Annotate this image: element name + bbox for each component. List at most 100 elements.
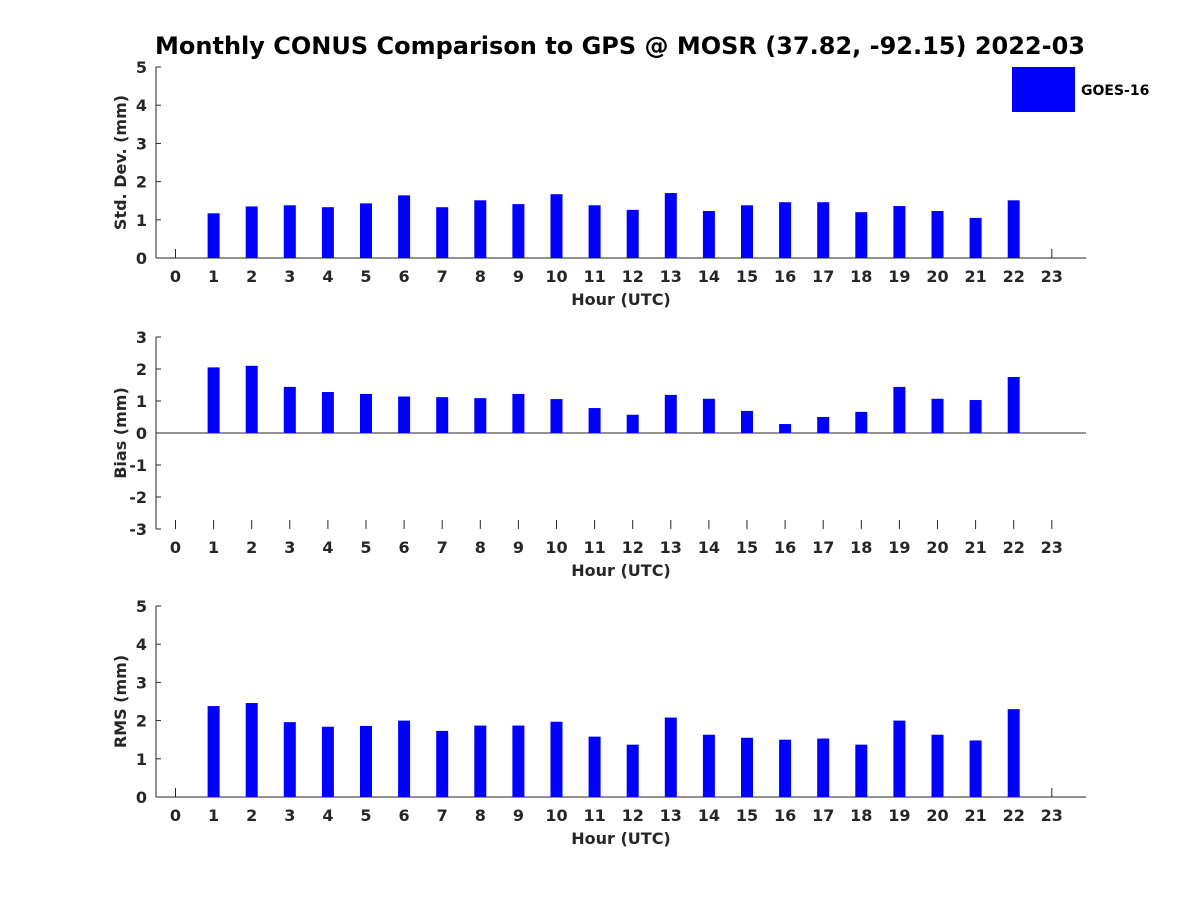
y-tick-label: -1: [129, 456, 147, 475]
legend-label: GOES-16: [1081, 83, 1149, 99]
x-tick-label: 11: [583, 806, 605, 825]
y-tick-label: 4: [136, 96, 147, 115]
bar-hour-3: [283, 386, 296, 433]
x-tick-label: 22: [1003, 267, 1025, 286]
x-tick-label: 14: [698, 538, 720, 557]
bar-hour-18: [855, 212, 868, 258]
x-tick-label: 15: [736, 267, 758, 286]
bar-hour-14: [702, 734, 715, 797]
x-tick-label: 8: [475, 267, 486, 286]
bar-hour-7: [436, 207, 449, 258]
y-tick-label: 3: [136, 328, 147, 347]
x-tick-label: 0: [170, 538, 181, 557]
y-tick-label: 0: [136, 424, 147, 443]
y-tick-label: 3: [136, 673, 147, 692]
y-tick-label: 3: [136, 134, 147, 153]
bar-hour-20: [931, 398, 944, 433]
x-tick-label: 18: [850, 806, 872, 825]
bar-hour-2: [245, 206, 258, 258]
bar-hour-5: [360, 393, 372, 433]
x-tick-label: 2: [246, 806, 257, 825]
bar-hour-21: [969, 217, 982, 258]
bar-hour-8: [474, 200, 487, 258]
bar-hour-14: [702, 211, 715, 258]
x-tick-label: 16: [774, 806, 796, 825]
bar-hour-16: [779, 424, 792, 433]
x-tick-label: 0: [170, 267, 181, 286]
y-tick-label: 1: [136, 392, 147, 411]
x-tick-label: 19: [888, 538, 910, 557]
x-tick-label: 21: [964, 806, 986, 825]
x-tick-label: 7: [437, 267, 448, 286]
bar-hour-2: [245, 365, 258, 433]
x-tick-label: 9: [513, 538, 524, 557]
y-tick-label: -3: [129, 520, 147, 539]
y-tick-label: 4: [136, 635, 147, 654]
y-tick-label: 2: [136, 360, 147, 379]
x-tick-label: 16: [774, 538, 796, 557]
x-tick-label: 17: [812, 538, 834, 557]
bar-hour-4: [321, 392, 334, 433]
bar-hour-9: [512, 393, 525, 433]
bar-hour-22: [1007, 709, 1020, 797]
y-tick-label: 2: [136, 712, 147, 731]
legend: GOES-16: [1012, 67, 1149, 112]
chart-title: Monthly CONUS Comparison to GPS @ MOSR (…: [155, 32, 1085, 60]
x-tick-label: 22: [1003, 806, 1025, 825]
bar-hour-11: [588, 408, 601, 433]
x-tick-label: 16: [774, 267, 796, 286]
bar-hour-19: [893, 386, 906, 433]
y-axis-label: Bias (mm): [111, 387, 130, 479]
x-tick-label: 23: [1041, 538, 1063, 557]
x-tick-label: 12: [622, 267, 644, 286]
x-tick-label: 17: [812, 267, 834, 286]
x-tick-label: 13: [660, 267, 682, 286]
x-tick-label: 1: [208, 806, 219, 825]
x-tick-label: 20: [926, 267, 948, 286]
x-tick-label: 4: [322, 267, 333, 286]
x-tick-label: 8: [475, 538, 486, 557]
y-axis-label: RMS (mm): [111, 655, 130, 748]
x-tick-label: 20: [926, 538, 948, 557]
x-tick-label: 14: [698, 806, 720, 825]
x-tick-label: 22: [1003, 538, 1025, 557]
bar-hour-18: [855, 744, 868, 797]
x-tick-label: 11: [583, 538, 605, 557]
bar-hour-15: [741, 410, 753, 433]
bar-hour-4: [321, 726, 334, 797]
x-tick-label: 18: [850, 538, 872, 557]
x-tick-label: 21: [964, 538, 986, 557]
bar-hour-13: [664, 193, 677, 258]
x-tick-label: 5: [360, 538, 371, 557]
x-tick-label: 9: [513, 806, 524, 825]
bar-hour-10: [550, 721, 563, 797]
y-tick-label: 2: [136, 173, 147, 192]
x-axis-label: Hour (UTC): [571, 561, 671, 580]
x-tick-label: 19: [888, 267, 910, 286]
x-tick-label: 3: [284, 806, 295, 825]
x-tick-label: 13: [660, 806, 682, 825]
bar-hour-17: [817, 417, 830, 433]
bar-hour-11: [588, 205, 601, 258]
bar-hour-21: [969, 740, 982, 797]
bar-hour-20: [931, 211, 944, 258]
bar-hour-17: [817, 738, 830, 797]
x-tick-label: 10: [545, 538, 567, 557]
y-axis-label: Std. Dev. (mm): [111, 95, 130, 230]
bar-hour-10: [550, 399, 563, 433]
x-tick-label: 23: [1041, 806, 1063, 825]
bar-hour-12: [626, 744, 639, 797]
bar-hour-14: [702, 398, 715, 433]
legend-swatch: [1012, 67, 1075, 112]
bar-hour-11: [588, 736, 601, 797]
x-tick-label: 23: [1041, 267, 1063, 286]
bar-hour-9: [512, 725, 525, 797]
x-tick-label: 17: [812, 806, 834, 825]
x-tick-label: 7: [437, 538, 448, 557]
x-tick-label: 5: [360, 267, 371, 286]
x-tick-label: 1: [208, 538, 219, 557]
x-axis-label: Hour (UTC): [571, 829, 671, 848]
bar-hour-5: [360, 203, 372, 258]
x-tick-label: 4: [322, 538, 333, 557]
